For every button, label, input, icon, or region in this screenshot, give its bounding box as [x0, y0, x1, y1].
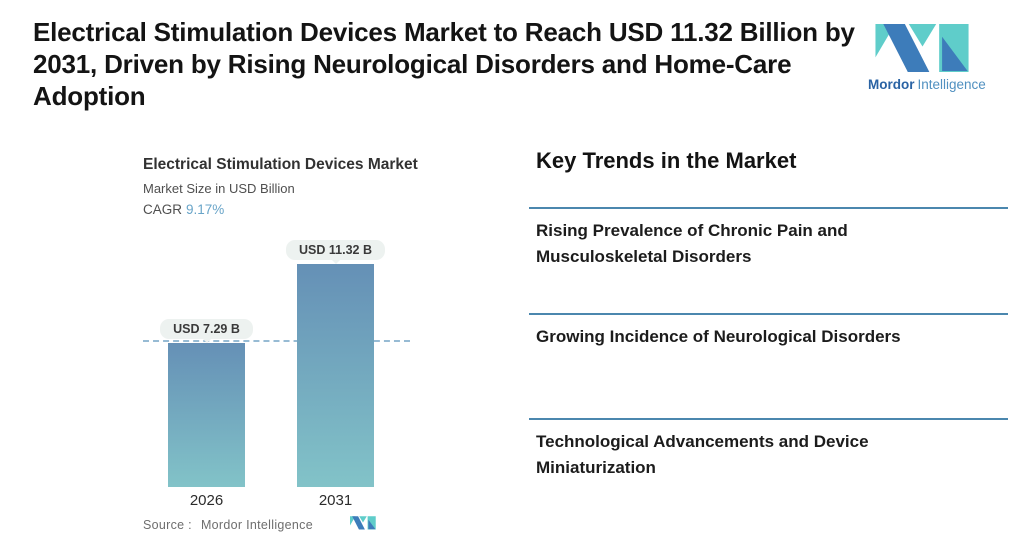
page-title-line-2: 2031, Driven by Rising Neurological Diso…	[33, 49, 792, 79]
bar-2026	[168, 343, 245, 487]
trend-item: Technological Advancements and Device Mi…	[529, 418, 1008, 481]
chart-title: Electrical Stimulation Devices Market	[143, 156, 418, 173]
trend-item-text: Rising Prevalence of Chronic Pain and Mu…	[536, 221, 848, 266]
chart-cagr: CAGR 9.17%	[143, 202, 224, 217]
cagr-value: 9.17%	[186, 202, 225, 217]
cagr-label: CAGR	[143, 202, 183, 217]
x-axis-label-2026: 2026	[189, 492, 224, 509]
value-label-pointer-icon	[330, 259, 341, 264]
brand-name-bold: Mordor	[868, 77, 915, 92]
bar-group-2026: USD 7.29 B	[160, 319, 253, 487]
bar-2031	[297, 264, 374, 487]
trends-heading: Key Trends in the Market	[536, 148, 797, 173]
market-bar-chart: Electrical Stimulation Devices Market Ma…	[143, 150, 418, 545]
trend-item: Growing Incidence of Neurological Disord…	[529, 313, 1008, 418]
source-value: Mordor Intelligence	[200, 518, 313, 532]
trend-item-text: Technological Advancements and Device Mi…	[536, 432, 869, 477]
brand-logo: Mordor Intelligence	[868, 24, 986, 92]
key-trends-panel: Key Trends in the Market Rising Prevalen…	[529, 147, 1008, 481]
brand-name-light: Intelligence	[917, 77, 986, 92]
brand-wordmark: Mordor Intelligence	[868, 77, 986, 92]
source-label: Source :	[143, 518, 192, 532]
chart-subtitle: Market Size in USD Billion	[143, 181, 295, 196]
trend-item: Rising Prevalence of Chronic Pain and Mu…	[529, 207, 1008, 313]
chart-source: Source : Mordor Intelligence	[143, 518, 313, 532]
page-title: Electrical Stimulation Devices Market to…	[33, 16, 873, 112]
value-label-pointer-icon	[201, 338, 212, 343]
page-title-line-1: Electrical Stimulation Devices Market to…	[33, 17, 855, 47]
bar-group-2031: USD 11.32 B	[286, 240, 385, 487]
value-label-2026: USD 7.29 B	[160, 319, 253, 339]
x-axis-label-2031: 2031	[318, 492, 353, 509]
value-label-2031: USD 11.32 B	[286, 240, 385, 260]
trend-item-text: Growing Incidence of Neurological Disord…	[536, 327, 901, 346]
mordor-logo-mini-icon	[350, 516, 376, 530]
mordor-logo-icon	[874, 24, 969, 73]
reference-dashed-line	[143, 340, 410, 342]
page-title-line-3: Adoption	[33, 81, 146, 111]
